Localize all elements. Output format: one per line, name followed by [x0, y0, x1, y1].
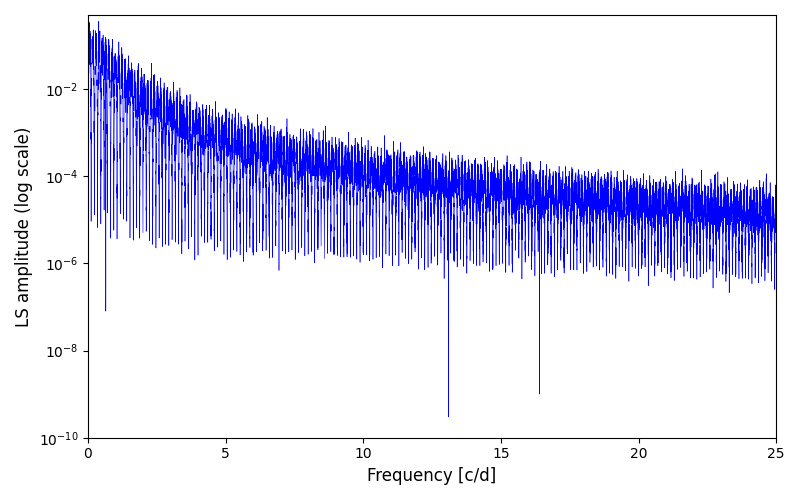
Y-axis label: LS amplitude (log scale): LS amplitude (log scale) [15, 126, 33, 326]
X-axis label: Frequency [c/d]: Frequency [c/d] [367, 467, 497, 485]
